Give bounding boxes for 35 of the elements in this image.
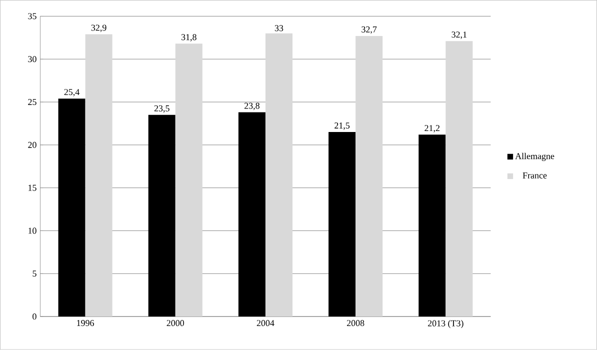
data-label: 32,9 [91, 24, 106, 32]
y-tick-label: 5 [32, 270, 36, 277]
y-tick-label: 15 [28, 184, 36, 191]
bar [58, 98, 86, 317]
data-label: 21,5 [334, 122, 350, 130]
legend-label: France [522, 172, 547, 179]
bar [265, 34, 292, 317]
data-label: 31,8 [181, 34, 196, 42]
data-label: 21,2 [424, 125, 440, 133]
bar [446, 41, 473, 317]
bar [238, 112, 266, 317]
bar [328, 132, 356, 317]
y-tick-label: 0 [32, 314, 36, 320]
bar [175, 44, 202, 317]
bar [356, 36, 383, 317]
bar [418, 134, 446, 317]
x-tick-label: 1996 [77, 320, 94, 326]
x-tick-label: 2004 [256, 320, 274, 326]
data-label: 23,5 [154, 105, 170, 113]
y-tick-label: 10 [28, 228, 36, 234]
y-tick-label: 35 [28, 13, 36, 20]
data-label: 33 [274, 25, 284, 32]
bar [148, 115, 176, 317]
x-tick-label: 2008 [346, 320, 364, 326]
data-label: 23,8 [244, 102, 260, 110]
legend-label: Allemagne [515, 152, 554, 162]
y-tick-label: 30 [28, 56, 36, 62]
data-label: 32,1 [452, 32, 466, 40]
data-label: 32,7 [362, 26, 377, 34]
x-tick-label: 2000 [166, 320, 184, 326]
x-tick-label: 2013 (T3) [428, 320, 464, 328]
y-tick-label: 20 [28, 142, 36, 148]
bar [85, 34, 112, 317]
y-tick-label: 25 [28, 99, 36, 106]
data-label: 25,4 [64, 89, 80, 97]
